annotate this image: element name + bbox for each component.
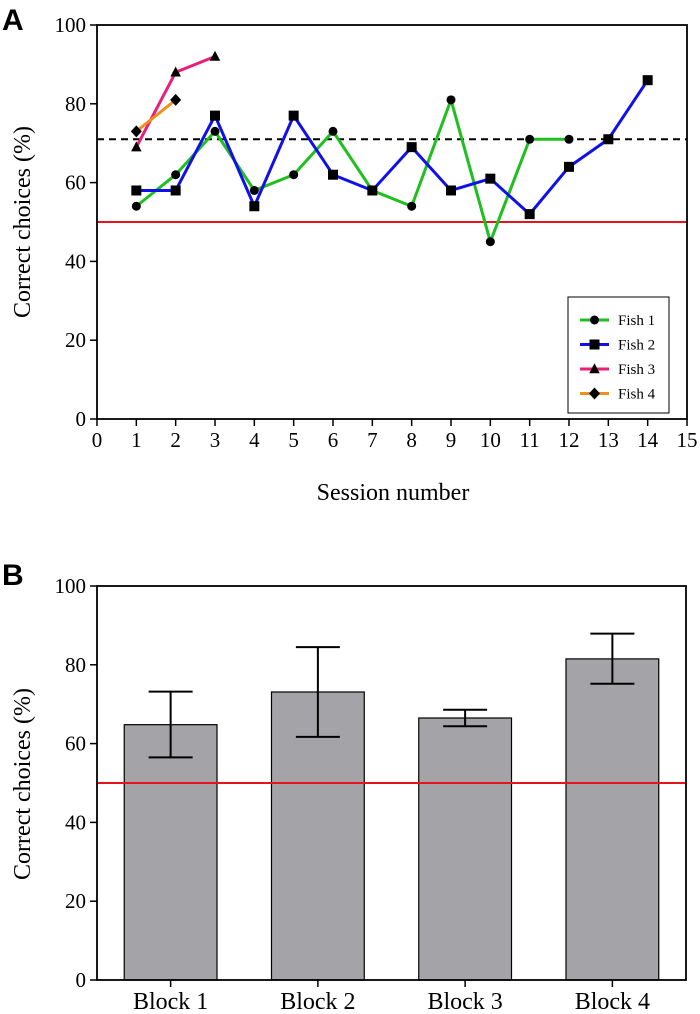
x-tick-label-block-2: Block 2 xyxy=(280,989,355,1014)
x-tick-label: 9 xyxy=(446,428,457,452)
panel-a-y-axis-label: Correct choices (%) xyxy=(10,126,36,318)
x-tick-label: 5 xyxy=(288,428,299,452)
data-point-fish-2 xyxy=(485,173,496,184)
y-tick-label: 80 xyxy=(65,653,86,677)
series-line-fish-1 xyxy=(135,98,569,244)
x-tick-label: 2 xyxy=(170,428,181,452)
plot-frame xyxy=(96,585,687,981)
panel-b-y-axis-label: Correct choices (%) xyxy=(10,688,36,880)
data-point-fish-2 xyxy=(170,185,181,196)
x-tick-label: 6 xyxy=(328,428,339,452)
x-tick-label: 1 xyxy=(131,428,142,452)
data-point-fish-1 xyxy=(485,237,495,247)
panel-b-bar-chart: Block 1 Block 2 Block 3 Block 4 0 20 40 60 80 100… xyxy=(10,574,687,1014)
y-tick-label: 60 xyxy=(65,732,86,756)
legend-label-fish-2: Fish 2 xyxy=(618,338,655,354)
data-point-fish-4 xyxy=(170,93,182,106)
data-point-fish-1 xyxy=(171,170,181,180)
bar-block-1 xyxy=(123,724,218,981)
x-tick-label: 0 xyxy=(92,428,103,452)
panel-b-letter: B xyxy=(2,559,24,592)
x-tick-label-block-3: Block 3 xyxy=(427,989,502,1014)
data-point-fish-2 xyxy=(288,110,299,121)
y-tick-label: 0 xyxy=(76,407,87,431)
data-point-fish-1 xyxy=(210,126,220,136)
x-tick-label: 4 xyxy=(249,428,260,452)
x-tick-label: 14 xyxy=(637,428,659,452)
data-point-fish-3 xyxy=(209,50,221,61)
data-point-fish-2 xyxy=(406,142,417,153)
panel-a-reference-lines xyxy=(97,138,687,223)
bar-block-3 xyxy=(418,717,513,981)
data-point-fish-2 xyxy=(446,185,456,196)
data-point-fish-4 xyxy=(130,125,142,138)
bar-block-4 xyxy=(565,658,660,981)
panel-a-series xyxy=(130,50,653,247)
data-point-fish-2 xyxy=(210,110,220,121)
y-tick-label: 80 xyxy=(65,92,86,116)
plot-frame xyxy=(96,24,688,420)
data-point-fish-2 xyxy=(367,185,378,196)
x-tick-label: 7 xyxy=(367,428,378,452)
data-point-fish-1 xyxy=(407,201,417,211)
x-tick-label: 13 xyxy=(598,428,619,452)
x-tick-label: 15 xyxy=(677,428,698,452)
y-tick-label: 40 xyxy=(65,810,86,834)
data-point-fish-2 xyxy=(328,169,338,180)
panel-b-error-bars xyxy=(148,632,635,759)
data-point-fish-1 xyxy=(525,134,535,144)
y-tick-label: 20 xyxy=(65,889,86,913)
panel-a-legend: Fish 1 Fish 2 Fish 3 Fish 4 xyxy=(567,296,670,414)
legend-marker-fish-3 xyxy=(589,363,600,374)
data-point-fish-3 xyxy=(131,141,142,152)
panel-b-bars xyxy=(123,658,660,981)
data-point-fish-2 xyxy=(131,185,142,196)
y-tick-label: 100 xyxy=(55,574,87,598)
legend-label-fish-4: Fish 4 xyxy=(618,387,656,403)
data-point-fish-2 xyxy=(603,134,614,145)
legend-marker-fish-2 xyxy=(589,339,600,350)
data-point-fish-1 xyxy=(131,201,141,211)
data-point-fish-1 xyxy=(289,170,299,180)
x-tick-label-block-4: Block 4 xyxy=(575,989,650,1014)
x-tick-label-block-1: Block 1 xyxy=(133,989,208,1014)
x-tick-label: 11 xyxy=(520,428,540,452)
series-line-fish-4 xyxy=(135,98,177,133)
legend-label-fish-3: Fish 3 xyxy=(618,362,655,378)
legend-label-fish-1: Fish 1 xyxy=(618,313,655,329)
data-point-fish-2 xyxy=(524,209,535,220)
data-point-fish-1 xyxy=(564,134,574,144)
data-point-fish-2 xyxy=(564,161,574,172)
y-tick-label: 60 xyxy=(65,171,86,195)
data-point-fish-2 xyxy=(249,201,260,212)
x-tick-label: 3 xyxy=(210,428,221,452)
data-point-fish-1 xyxy=(249,185,259,195)
panel-a-letter: A xyxy=(2,4,24,37)
y-tick-label: 40 xyxy=(65,249,86,273)
legend-marker-fish-4 xyxy=(589,387,600,400)
data-point-fish-1 xyxy=(328,126,338,136)
data-point-fish-2 xyxy=(642,75,653,86)
y-tick-label: 20 xyxy=(65,328,86,352)
x-tick-label: 12 xyxy=(559,428,580,452)
y-tick-label: 100 xyxy=(55,13,87,37)
x-tick-label: 8 xyxy=(406,428,417,452)
data-point-fish-1 xyxy=(446,95,456,105)
x-tick-label: 10 xyxy=(480,428,501,452)
legend-marker-fish-1 xyxy=(590,315,599,325)
series-line-fish-2 xyxy=(136,79,649,216)
y-tick-label: 0 xyxy=(76,968,87,992)
panel-a-x-axis-label: Session number xyxy=(317,480,470,506)
panel-b-axes: Block 1 Block 2 Block 3 Block 4 0 20 40 60 80 100 xyxy=(55,574,687,1014)
data-point-fish-3 xyxy=(170,66,181,77)
